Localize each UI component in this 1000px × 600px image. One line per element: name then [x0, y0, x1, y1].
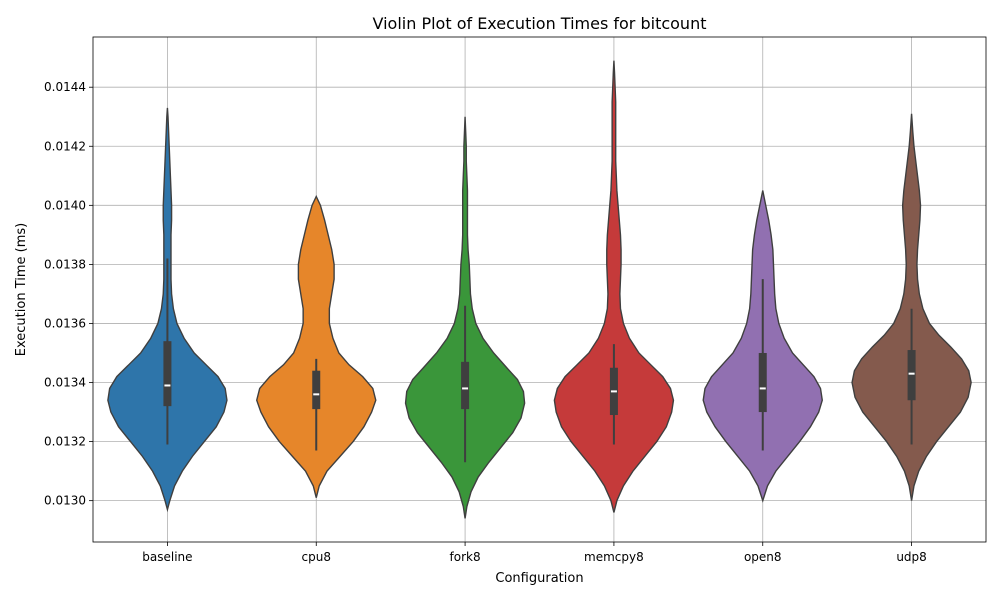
violin-open8 — [702, 190, 823, 503]
y-axis-label: Execution Time (ms) — [14, 223, 29, 356]
median-marker-udp8 — [908, 372, 915, 375]
iqr-box-udp8 — [907, 350, 916, 401]
violin-fork8 — [404, 116, 526, 519]
plot-frame — [92, 36, 987, 543]
iqr-box-open8 — [758, 352, 767, 413]
median-marker-cpu8 — [313, 393, 320, 396]
iqr-box-cpu8 — [312, 370, 321, 410]
y-tick-label: 0.0136 — [44, 316, 86, 330]
x-tick-label-open8: open8 — [744, 550, 782, 564]
x-axis-label: Configuration — [495, 571, 583, 586]
x-tick-label-baseline: baseline — [142, 550, 192, 564]
chart-title: Violin Plot of Execution Times for bitco… — [373, 14, 707, 33]
x-tick-label-memcpy8: memcpy8 — [584, 550, 644, 564]
x-axis-ticks: baseline cpu8 fork8 memcpy8 open8 udp8 — [142, 542, 927, 564]
y-tick-label: 0.0142 — [44, 139, 86, 153]
x-tick-label-cpu8: cpu8 — [302, 550, 331, 564]
violin-body-memcpy8 — [553, 60, 675, 513]
violin-memcpy8 — [553, 60, 675, 513]
x-tick-label-udp8: udp8 — [896, 550, 926, 564]
x-tick-label-fork8: fork8 — [450, 550, 481, 564]
median-marker-open8 — [759, 387, 766, 390]
violin-body-cpu8 — [255, 194, 377, 498]
y-tick-label: 0.0138 — [44, 257, 86, 271]
violins — [107, 60, 972, 519]
grid — [93, 37, 986, 542]
y-tick-label: 0.0130 — [44, 494, 86, 508]
y-tick-label: 0.0134 — [44, 376, 86, 390]
median-marker-baseline — [164, 384, 171, 387]
violin-body-udp8 — [851, 113, 972, 501]
iqr-box-baseline — [163, 341, 172, 407]
violin-cpu8 — [255, 194, 377, 498]
y-tick-label: 0.0140 — [44, 198, 86, 212]
median-marker-fork8 — [462, 387, 469, 390]
y-tick-label: 0.0132 — [44, 435, 86, 449]
y-axis-ticks: 0.0130 0.0132 0.0134 0.0136 0.0138 0.0140 0.01… — [44, 80, 93, 508]
iqr-box-fork8 — [461, 361, 470, 410]
violin-baseline — [107, 107, 228, 513]
median-marker-memcpy8 — [610, 390, 617, 393]
violin-udp8 — [851, 113, 972, 501]
y-tick-label: 0.0144 — [44, 80, 86, 94]
